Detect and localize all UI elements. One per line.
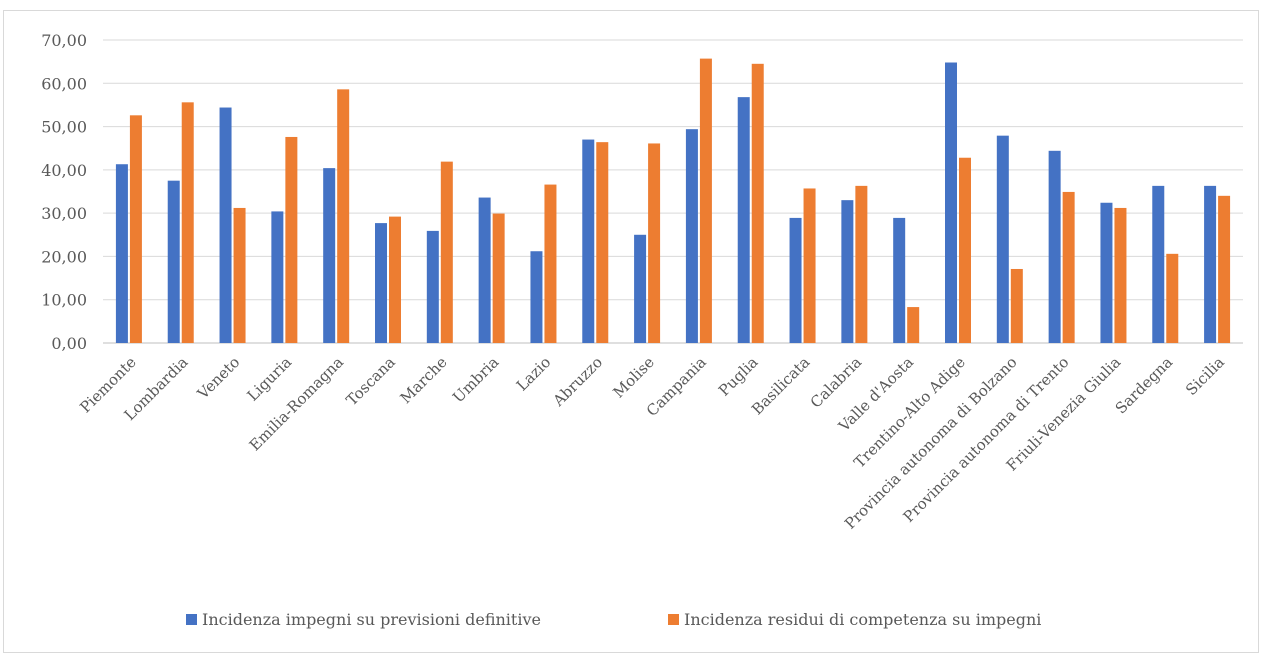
- legend-swatch: [668, 614, 679, 625]
- bar-impegni-0: [115, 164, 128, 343]
- bar-residui-10: [648, 143, 661, 343]
- bar-impegni-2: [219, 107, 232, 343]
- bar-impegni-4: [323, 168, 336, 343]
- bar-impegni-13: [789, 217, 802, 343]
- bar-impegni-12: [737, 97, 750, 343]
- bar-residui-6: [440, 161, 453, 343]
- bar-residui-4: [337, 89, 350, 344]
- x-category-label: Sicilia: [1182, 353, 1228, 399]
- bar-impegni-16: [945, 62, 957, 343]
- bar-residui-5: [389, 216, 401, 343]
- legend-swatch: [186, 614, 197, 625]
- x-category-label: Marche: [397, 353, 451, 407]
- bar-residui-12: [751, 63, 764, 344]
- bar-residui-3: [285, 136, 298, 343]
- x-category-label: Veneto: [193, 353, 243, 403]
- bar-residui-16: [959, 157, 971, 343]
- bar-residui-20: [1166, 253, 1179, 343]
- bar-residui-7: [492, 213, 505, 343]
- bar-residui-17: [1010, 268, 1023, 343]
- bar-impegni-1: [167, 180, 180, 343]
- bar-residui-13: [803, 188, 816, 343]
- bar-residui-9: [596, 142, 609, 343]
- bar-residui-0: [129, 115, 142, 344]
- bar-residui-21: [1218, 195, 1231, 343]
- bar-impegni-6: [426, 230, 439, 343]
- bar-impegni-11: [685, 129, 698, 343]
- bar-residui-11: [699, 58, 712, 344]
- bar-impegni-18: [1048, 150, 1061, 343]
- bar-residui-1: [181, 102, 194, 344]
- bar-impegni-9: [582, 139, 595, 343]
- y-tick-label: 60,00: [41, 74, 87, 93]
- bar-residui-2: [233, 207, 246, 343]
- x-category-label: Liguria: [244, 353, 296, 405]
- bar-impegni-19: [1100, 202, 1113, 343]
- y-tick-label: 0,00: [51, 334, 87, 353]
- y-tick-label: 70,00: [41, 31, 87, 50]
- bar-impegni-5: [375, 223, 387, 343]
- x-category-label: Umbria: [449, 353, 502, 406]
- bar-impegni-21: [1204, 185, 1217, 343]
- bar-impegni-15: [893, 217, 906, 343]
- bar-impegni-7: [478, 197, 491, 343]
- bar-impegni-10: [634, 234, 647, 343]
- bar-impegni-20: [1152, 185, 1165, 343]
- bar-residui-14: [855, 185, 868, 343]
- bar-impegni-14: [841, 200, 854, 343]
- y-tick-label: 20,00: [41, 247, 87, 266]
- bar-impegni-3: [271, 211, 284, 343]
- bar-impegni-17: [996, 135, 1009, 343]
- y-tick-label: 10,00: [41, 291, 87, 310]
- x-category-label: Emilia-Romagna: [246, 353, 347, 454]
- x-category-label: Abruzzo: [549, 353, 606, 410]
- legend-label: Incidenza residui di competenza su impeg…: [684, 610, 1041, 629]
- x-category-label: Toscana: [343, 353, 399, 409]
- bar-impegni-8: [530, 251, 543, 343]
- x-category-label: Lazio: [513, 353, 554, 394]
- y-tick-label: 30,00: [41, 204, 87, 223]
- bar-residui-8: [544, 184, 557, 343]
- x-category-label: Sardegna: [1112, 353, 1176, 417]
- y-tick-label: 50,00: [41, 118, 87, 137]
- legend-label: Incidenza impegni su previsioni definiti…: [202, 610, 541, 629]
- x-category-label: Molise: [609, 353, 658, 402]
- y-tick-label: 40,00: [41, 161, 87, 180]
- bar-residui-19: [1114, 207, 1127, 343]
- bar-residui-15: [907, 307, 920, 343]
- bar-residui-18: [1062, 191, 1075, 343]
- x-category-label: Puglia: [715, 353, 762, 400]
